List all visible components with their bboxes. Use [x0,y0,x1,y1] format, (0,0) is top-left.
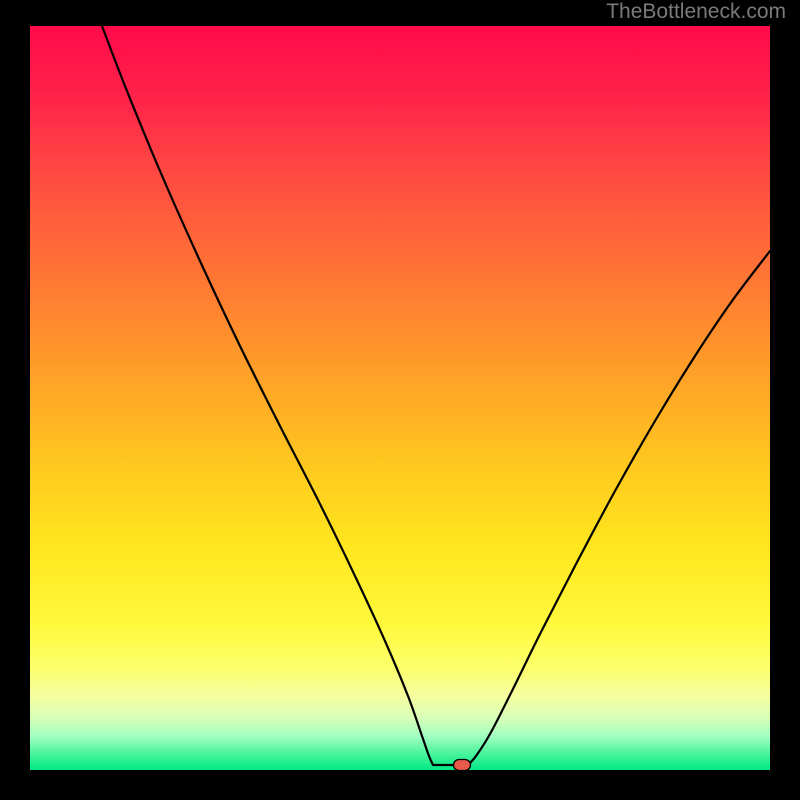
optimum-marker [454,760,471,771]
watermark-text: TheBottleneck.com [606,0,786,24]
chart-svg [30,26,770,770]
plot-area [30,26,770,770]
chart-container: { "watermark": { "text": "TheBottleneck.… [0,0,800,800]
gradient-background [30,26,770,770]
